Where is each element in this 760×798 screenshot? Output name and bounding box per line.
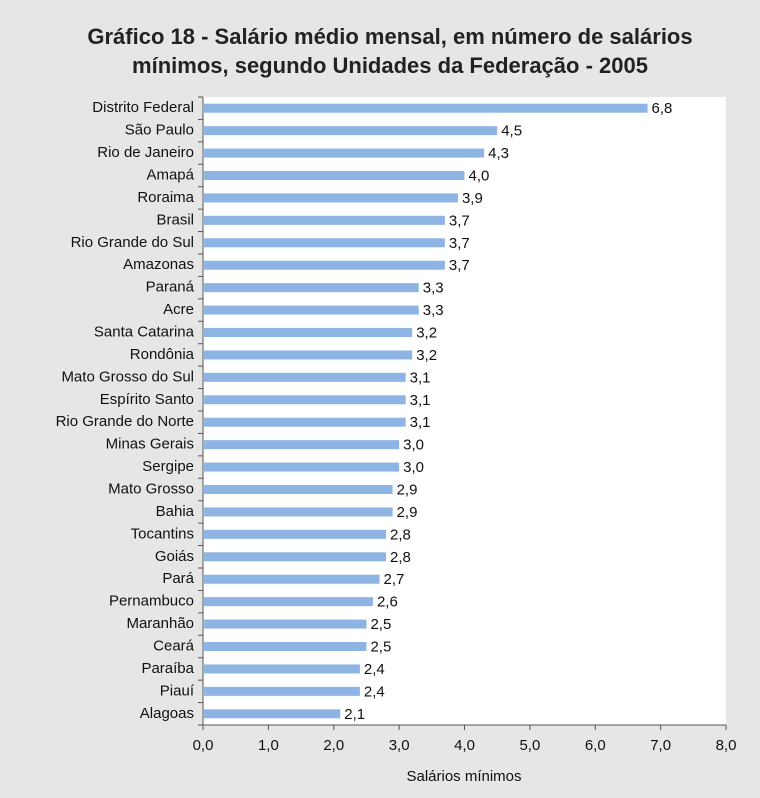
bar (203, 350, 413, 360)
value-label: 2,4 (364, 661, 385, 678)
y-tick-label: Ceará (153, 637, 195, 654)
bar (203, 529, 387, 539)
x-tick-label: 3,0 (389, 737, 410, 754)
y-tick-label: Amapá (146, 166, 194, 183)
y-tick-label: Santa Catarina (94, 323, 195, 340)
value-label: 4,5 (501, 123, 522, 140)
value-label: 2,6 (377, 594, 398, 611)
bar (203, 171, 465, 180)
y-tick-label: Pernambuco (109, 593, 194, 610)
y-tick-label: Piauí (160, 682, 195, 699)
y-tick-label: Minas Gerais (106, 436, 194, 453)
y-tick-label: Mato Grosso (108, 480, 194, 497)
value-label: 3,1 (410, 369, 431, 386)
bar (203, 462, 400, 472)
value-label: 2,8 (390, 549, 411, 566)
y-tick-label: Rio Grande do Norte (56, 413, 194, 430)
value-label: 3,3 (423, 302, 444, 319)
bar (203, 597, 373, 607)
bar (203, 305, 419, 315)
x-tick-label: 6,0 (585, 737, 606, 754)
value-label: 3,7 (449, 212, 470, 229)
bar (203, 103, 648, 113)
y-tick-label: Paraná (146, 279, 195, 296)
chart-title: Gráfico 18 - Salário médio mensal, em nú… (87, 24, 693, 78)
value-label: 3,1 (410, 414, 431, 431)
bar (203, 709, 341, 719)
bar (203, 148, 485, 158)
value-label: 2,9 (397, 481, 418, 498)
y-tick-label: Bahia (156, 503, 195, 520)
y-tick-label: Paraíba (141, 660, 194, 677)
value-label: 3,0 (403, 459, 424, 476)
y-tick-label: Tocantins (131, 525, 194, 542)
bar (203, 485, 393, 494)
x-tick-label: 2,0 (323, 737, 344, 754)
y-tick-label: Sergipe (142, 458, 194, 475)
y-tick-label: Distrito Federal (92, 99, 194, 116)
value-label: 2,5 (370, 616, 391, 633)
x-tick-label: 5,0 (519, 737, 540, 754)
value-label: 2,7 (384, 571, 405, 588)
value-label: 6,8 (652, 100, 673, 117)
value-label: 4,0 (469, 167, 490, 184)
y-tick-label: Maranhão (126, 615, 194, 632)
y-tick-label: Acre (163, 301, 194, 318)
bar (203, 507, 393, 517)
value-label: 3,1 (410, 392, 431, 409)
bar (203, 238, 445, 248)
x-tick-label: 7,0 (650, 737, 671, 754)
x-tick-label: 8,0 (716, 737, 737, 754)
x-tick-label: 0,0 (193, 737, 214, 754)
value-label: 3,0 (403, 437, 424, 454)
value-label: 3,7 (449, 235, 470, 252)
bar (203, 664, 360, 674)
bar (203, 328, 413, 337)
value-label: 2,8 (390, 526, 411, 543)
y-tick-label: São Paulo (125, 122, 194, 139)
y-tick-label: Rio Grande do Sul (71, 234, 194, 251)
bar (203, 395, 406, 405)
bar (203, 574, 380, 584)
bar (203, 283, 419, 293)
bar (203, 417, 406, 427)
value-label: 2,4 (364, 683, 385, 700)
value-label: 2,9 (397, 504, 418, 521)
y-tick-label: Espírito Santo (100, 391, 194, 408)
value-label: 4,3 (488, 145, 509, 162)
y-tick-label: Alagoas (140, 705, 194, 722)
y-tick-label: Roraima (137, 189, 194, 206)
y-tick-label: Pará (162, 570, 194, 587)
value-label: 3,9 (462, 190, 483, 207)
y-tick-label: Amazonas (123, 256, 194, 273)
bar (203, 619, 367, 629)
bar (203, 552, 387, 562)
value-label: 3,3 (423, 280, 444, 297)
bar (203, 440, 400, 450)
bar (203, 686, 360, 696)
value-label: 3,2 (416, 324, 437, 341)
y-tick-label: Rio de Janeiro (97, 144, 194, 161)
y-tick-label: Goiás (155, 548, 194, 565)
bar (203, 372, 406, 382)
value-label: 2,1 (344, 706, 365, 723)
x-tick-label: 4,0 (454, 737, 475, 754)
value-label: 2,5 (370, 638, 391, 655)
y-tick-label: Mato Grosso do Sul (61, 368, 194, 385)
value-label: 3,7 (449, 257, 470, 274)
x-axis-label: Salários mínimos (406, 768, 521, 785)
bar (203, 193, 458, 203)
bar (203, 215, 445, 225)
bar (203, 260, 445, 270)
bar (203, 642, 367, 651)
x-tick-label: 1,0 (258, 737, 279, 754)
value-label: 3,2 (416, 347, 437, 364)
bar (203, 126, 498, 136)
y-tick-label: Rondônia (130, 346, 195, 363)
y-tick-label: Brasil (156, 211, 194, 228)
